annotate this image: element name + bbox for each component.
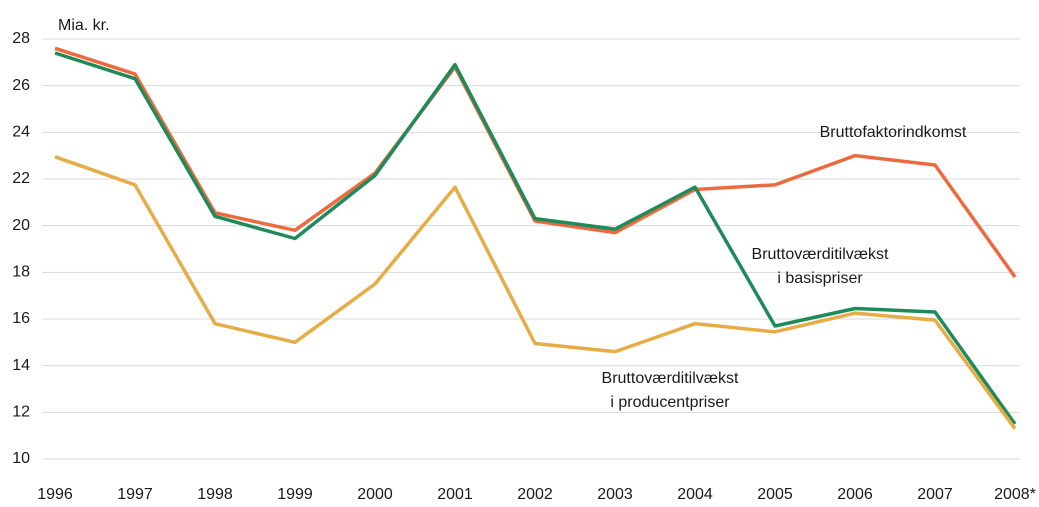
y-tick-label: 28 bbox=[12, 30, 30, 47]
x-tick-label: 2001 bbox=[437, 486, 473, 503]
series-line bbox=[54, 155, 1017, 430]
series-line bbox=[54, 46, 1017, 279]
x-tick-label: 2007 bbox=[917, 486, 953, 503]
y-tick-label: 18 bbox=[12, 264, 30, 281]
x-tick-label: 1996 bbox=[37, 486, 73, 503]
series-label: i producentpriser bbox=[610, 394, 730, 411]
y-tick-label: 26 bbox=[12, 77, 30, 94]
y-tick-label: 24 bbox=[12, 124, 30, 141]
series-label: Bruttofaktorindkomst bbox=[820, 124, 967, 141]
x-tick-label: 2004 bbox=[677, 486, 713, 503]
x-tick-label: 1998 bbox=[197, 486, 233, 503]
y-axis-label: Mia. kr. bbox=[58, 17, 110, 34]
series-label: i basispriser bbox=[777, 270, 863, 287]
series-label: Bruttoværditilvækst bbox=[752, 246, 889, 263]
x-tick-label: 2002 bbox=[517, 486, 553, 503]
y-tick-label: 14 bbox=[12, 357, 30, 374]
x-tick-label: 2005 bbox=[757, 486, 793, 503]
y-tick-label: 10 bbox=[12, 450, 30, 467]
x-tick-label: 2006 bbox=[837, 486, 873, 503]
y-tick-label: 22 bbox=[12, 170, 30, 187]
y-tick-label: 16 bbox=[12, 310, 30, 327]
x-tick-label: 1999 bbox=[277, 486, 313, 503]
series-label: Bruttoværditilvækst bbox=[602, 370, 739, 387]
x-tick-label: 2008* bbox=[994, 486, 1036, 503]
x-tick-label: 1997 bbox=[117, 486, 153, 503]
x-tick-label: 2003 bbox=[597, 486, 633, 503]
y-tick-label: 20 bbox=[12, 217, 30, 234]
series-line bbox=[54, 51, 1017, 426]
x-tick-label: 2000 bbox=[357, 486, 393, 503]
y-tick-label: 12 bbox=[12, 404, 30, 421]
